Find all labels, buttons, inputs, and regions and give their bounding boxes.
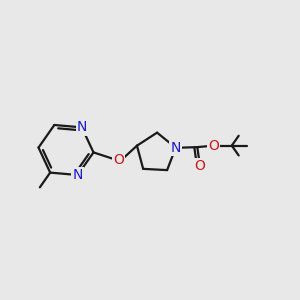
Text: N: N [170, 141, 181, 155]
Text: O: O [208, 139, 219, 153]
Text: O: O [194, 159, 205, 173]
Text: O: O [113, 153, 124, 166]
Text: N: N [73, 168, 83, 182]
Text: N: N [76, 120, 87, 134]
